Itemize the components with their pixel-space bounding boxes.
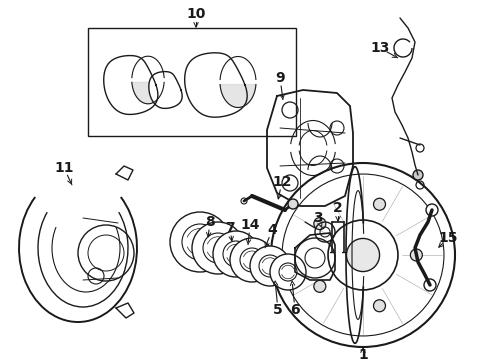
Text: 15: 15 [438, 231, 458, 245]
Text: 12: 12 [272, 175, 292, 189]
Circle shape [314, 280, 326, 292]
Text: 6: 6 [290, 303, 300, 317]
Polygon shape [295, 233, 335, 280]
Circle shape [373, 300, 386, 312]
Text: 3: 3 [313, 211, 323, 225]
Polygon shape [132, 82, 164, 104]
Circle shape [373, 198, 386, 210]
Polygon shape [149, 72, 182, 108]
Text: 9: 9 [275, 71, 285, 85]
Circle shape [346, 238, 380, 271]
Circle shape [250, 246, 290, 286]
Circle shape [213, 231, 259, 277]
Polygon shape [116, 303, 134, 318]
Text: 5: 5 [273, 303, 283, 317]
Circle shape [413, 170, 423, 180]
Bar [88, 28, 296, 136]
Text: 14: 14 [240, 218, 260, 232]
Polygon shape [185, 53, 247, 117]
Circle shape [424, 279, 436, 291]
Circle shape [426, 204, 438, 216]
Text: 7: 7 [225, 221, 235, 235]
Polygon shape [104, 55, 158, 114]
Text: 11: 11 [54, 161, 74, 175]
Text: 13: 13 [370, 41, 390, 55]
Circle shape [230, 238, 274, 282]
Text: 8: 8 [205, 215, 215, 229]
Text: 4: 4 [267, 223, 277, 237]
Polygon shape [267, 90, 353, 206]
Text: 1: 1 [358, 348, 368, 360]
Polygon shape [220, 85, 256, 108]
Circle shape [410, 249, 422, 261]
Polygon shape [116, 166, 133, 180]
Circle shape [192, 222, 244, 274]
Circle shape [288, 199, 298, 209]
Circle shape [170, 212, 230, 272]
Circle shape [270, 254, 306, 290]
Text: 10: 10 [186, 7, 206, 21]
Circle shape [314, 218, 326, 230]
Text: 2: 2 [333, 201, 343, 215]
